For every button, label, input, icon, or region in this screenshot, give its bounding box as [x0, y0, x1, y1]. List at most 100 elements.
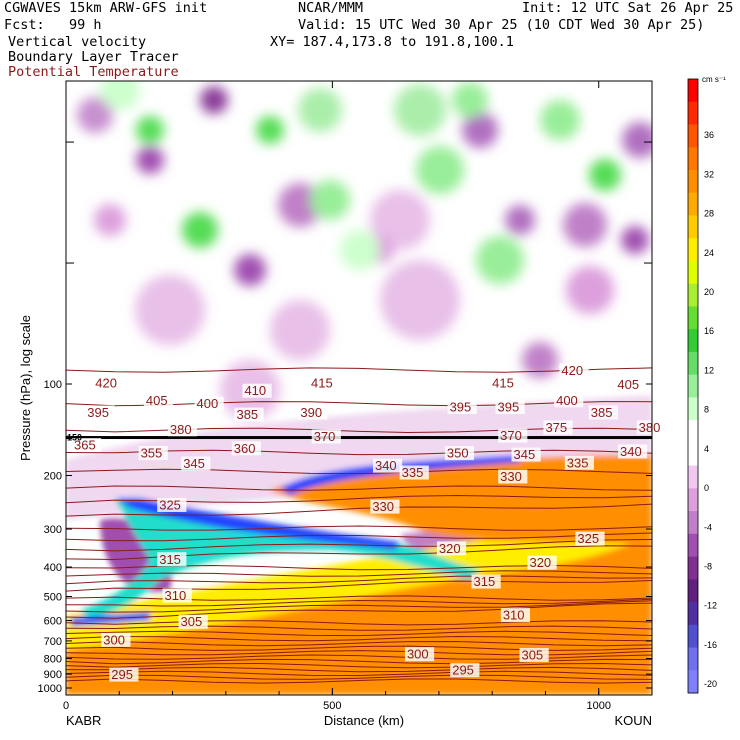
theta-label-bg [554, 393, 584, 408]
theta-contour [66, 654, 652, 660]
x-left-station: KABR [66, 713, 101, 728]
x-right-station: KOUN [614, 713, 652, 728]
y-tick-label: 1000 [38, 683, 62, 695]
theta-label: 295 [111, 667, 133, 682]
theta-label-bg [564, 455, 594, 470]
colorbar-swatch [688, 602, 698, 626]
downdraft-cell [200, 86, 228, 114]
forecast-hour: Fcst: 99 h [4, 17, 102, 33]
theta-label: 405 [146, 393, 168, 408]
theta-label: 315 [159, 552, 181, 567]
downdraft-cell [370, 190, 430, 250]
updraft-cell [100, 81, 140, 110]
theta-contour [66, 630, 652, 637]
theta-label: 340 [375, 458, 397, 473]
downdraft-cell [136, 146, 164, 174]
colorbar-label: -4 [704, 522, 712, 532]
downdraft-cell [234, 254, 266, 286]
colorbar-label: 32 [704, 169, 714, 179]
theta-label: 300 [407, 647, 429, 662]
theta-label-bg [588, 405, 618, 420]
theta-contour [66, 662, 652, 669]
colorbar-label: 12 [704, 366, 714, 376]
y-tick-label: 600 [44, 616, 62, 628]
theta-label-bg [370, 499, 400, 514]
colorbar-swatch [688, 192, 698, 216]
updraft-cell [589, 159, 621, 191]
theta-label-bg [309, 376, 339, 390]
colorbar-swatch [688, 511, 698, 535]
colorbar-swatch [688, 556, 698, 580]
theta-label: 415 [492, 376, 514, 391]
downdraft-cell [77, 97, 113, 133]
colorbar-swatch [688, 351, 698, 376]
theta-label: 395 [498, 400, 520, 415]
y-tick-label: 100 [44, 379, 62, 391]
theta-label: 325 [577, 531, 599, 546]
theta-label-bg [242, 383, 272, 398]
colorbar-swatch [688, 533, 698, 558]
theta-label-bg [490, 376, 520, 390]
org-label: NCAR/MMM [298, 0, 364, 16]
theta-label: 320 [439, 541, 461, 556]
theta-label-bg [109, 667, 139, 682]
colorbar-swatch [688, 101, 698, 125]
theta-label: 370 [500, 428, 522, 443]
theta-label: 410 [244, 383, 266, 398]
theta-label-bg [444, 446, 475, 461]
theta-label-bg [157, 498, 187, 513]
theta-label: 335 [567, 455, 589, 470]
theta-label-bg [498, 469, 528, 484]
colorbar-swatch [688, 215, 698, 239]
colorbar-swatch [688, 238, 698, 262]
y-tick-label: 700 [44, 636, 62, 648]
theta-label: 385 [591, 405, 613, 420]
theta-label: 345 [513, 447, 535, 462]
colorbar-label: 0 [704, 483, 709, 493]
theta-label-bg [495, 400, 525, 415]
colorbar-frame [687, 78, 699, 694]
theta-label-bg [298, 405, 328, 420]
colorbar-swatch [688, 283, 698, 307]
theta-label: 300 [103, 632, 125, 647]
theta-contour [66, 575, 652, 585]
theta-contour [66, 640, 652, 647]
theta-contour [66, 503, 652, 517]
theta-contour [66, 674, 652, 680]
downdraft-cell [94, 204, 126, 236]
theta-label: 390 [300, 405, 322, 420]
theta-label-bg [450, 663, 480, 678]
theta-label: 305 [181, 614, 203, 629]
y-tick-label: 900 [44, 669, 62, 681]
theta-label-bg [618, 444, 648, 459]
colorbar-swatch [688, 579, 698, 603]
theta-label: 415 [311, 376, 333, 391]
downdraft-cell [505, 205, 535, 235]
y-tick-label: 300 [44, 524, 62, 536]
colorbar-label: 16 [704, 326, 714, 336]
updraft-cell [452, 82, 488, 118]
theta-contour [66, 658, 652, 665]
theta-label-bg [178, 614, 208, 629]
updraft-cell [310, 180, 350, 220]
theta-contour [66, 602, 652, 619]
theta-label-bg [234, 407, 264, 422]
colorbar-swatch [688, 147, 698, 171]
updraft-cell [136, 116, 164, 144]
theta-contour [66, 532, 652, 542]
downdraft-cell [621, 226, 649, 254]
x-axis-label: Distance (km) [324, 713, 404, 728]
theta-label-bg [559, 363, 589, 378]
cross-section-xy: XY= 187.4,173.8 to 191.8,100.1 [270, 34, 514, 50]
theta-label: 325 [159, 498, 181, 513]
theta-label-bg [498, 428, 528, 443]
downdraft-cell [622, 122, 652, 158]
colorbar-swatch [688, 329, 698, 353]
theta-contour [66, 570, 652, 577]
updraft-cell [256, 116, 284, 144]
theta-contour [66, 367, 652, 373]
theta-contour [66, 666, 652, 673]
theta-label-bg [167, 422, 198, 437]
theta-label: 330 [372, 499, 394, 514]
